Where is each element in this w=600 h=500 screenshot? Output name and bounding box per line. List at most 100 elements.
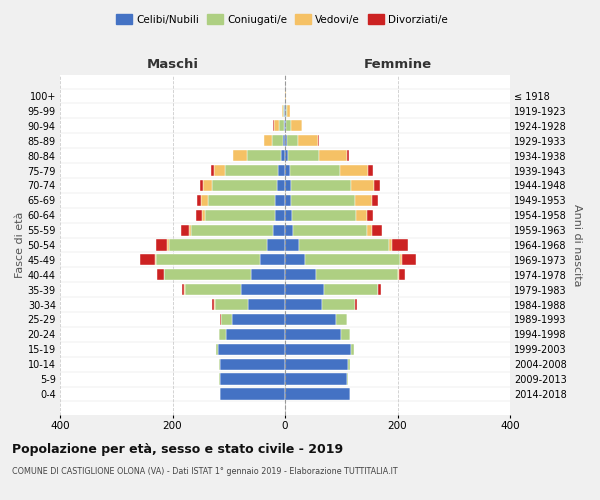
Y-axis label: Anni di nascita: Anni di nascita: [572, 204, 583, 286]
Bar: [212, 180, 277, 191]
Bar: [277, 180, 285, 191]
Bar: [290, 120, 302, 132]
Bar: [374, 180, 380, 191]
Bar: [283, 135, 285, 146]
Bar: [317, 135, 319, 146]
Bar: [347, 150, 349, 161]
Bar: [285, 240, 299, 250]
Bar: [215, 299, 248, 310]
Bar: [155, 254, 260, 266]
Text: COMUNE DI CASTIGLIONE OLONA (VA) - Dati ISTAT 1° gennaio 2019 - Elaborazione TUT: COMUNE DI CASTIGLIONE OLONA (VA) - Dati …: [12, 468, 398, 476]
Bar: [216, 344, 218, 355]
Bar: [241, 284, 285, 296]
Bar: [356, 210, 367, 221]
Bar: [285, 344, 352, 355]
Bar: [219, 329, 226, 340]
Bar: [286, 120, 290, 132]
Bar: [316, 269, 398, 280]
Bar: [280, 120, 284, 132]
Bar: [285, 150, 288, 161]
Bar: [190, 224, 191, 235]
Bar: [290, 180, 352, 191]
Bar: [201, 194, 208, 206]
Bar: [156, 240, 167, 250]
Bar: [211, 165, 214, 176]
Bar: [372, 224, 382, 235]
Bar: [285, 194, 290, 206]
Bar: [285, 299, 322, 310]
Bar: [167, 240, 169, 250]
Bar: [274, 120, 280, 132]
Bar: [290, 165, 340, 176]
Bar: [285, 224, 293, 235]
Bar: [272, 135, 283, 146]
Bar: [219, 374, 220, 384]
Bar: [181, 224, 190, 235]
Bar: [287, 135, 298, 146]
Bar: [285, 284, 325, 296]
Bar: [322, 299, 355, 310]
Text: Popolazione per età, sesso e stato civile - 2019: Popolazione per età, sesso e stato civil…: [12, 442, 343, 456]
Bar: [203, 180, 212, 191]
Bar: [305, 254, 400, 266]
Bar: [196, 210, 202, 221]
Bar: [367, 224, 372, 235]
Bar: [272, 224, 285, 235]
Bar: [372, 194, 378, 206]
Bar: [248, 299, 285, 310]
Bar: [208, 194, 275, 206]
Bar: [348, 358, 350, 370]
Bar: [402, 254, 416, 266]
Bar: [389, 240, 392, 250]
Bar: [285, 135, 287, 146]
Bar: [278, 165, 285, 176]
Bar: [400, 254, 402, 266]
Bar: [260, 254, 285, 266]
Bar: [281, 150, 285, 161]
Bar: [290, 194, 355, 206]
Bar: [220, 314, 221, 325]
Y-axis label: Fasce di età: Fasce di età: [14, 212, 25, 278]
Bar: [164, 269, 251, 280]
Bar: [398, 269, 406, 280]
Bar: [232, 314, 285, 325]
Bar: [285, 90, 286, 102]
Bar: [288, 150, 319, 161]
Bar: [226, 329, 285, 340]
Bar: [263, 135, 272, 146]
Bar: [379, 284, 380, 296]
Bar: [285, 314, 335, 325]
Bar: [191, 224, 272, 235]
Bar: [285, 269, 316, 280]
Legend: Celibi/Nubili, Coniugati/e, Vedovi/e, Divorziati/e: Celibi/Nubili, Coniugati/e, Vedovi/e, Di…: [112, 10, 452, 29]
Bar: [225, 165, 278, 176]
Bar: [298, 135, 317, 146]
Bar: [212, 299, 214, 310]
Bar: [367, 210, 373, 221]
Bar: [287, 106, 290, 117]
Bar: [319, 150, 347, 161]
Bar: [285, 358, 348, 370]
Bar: [285, 120, 286, 132]
Bar: [251, 269, 285, 280]
Bar: [392, 240, 407, 250]
Bar: [352, 344, 353, 355]
Bar: [285, 374, 347, 384]
Bar: [325, 284, 378, 296]
Bar: [267, 240, 285, 250]
Bar: [340, 165, 368, 176]
Bar: [293, 224, 367, 235]
Bar: [285, 165, 290, 176]
Bar: [275, 210, 285, 221]
Bar: [157, 269, 163, 280]
Bar: [247, 150, 281, 161]
Bar: [214, 165, 225, 176]
Bar: [140, 254, 155, 266]
Bar: [205, 210, 275, 221]
Bar: [219, 358, 220, 370]
Bar: [285, 388, 350, 400]
Bar: [200, 180, 203, 191]
Bar: [220, 358, 285, 370]
Bar: [286, 106, 287, 117]
Bar: [220, 388, 285, 400]
